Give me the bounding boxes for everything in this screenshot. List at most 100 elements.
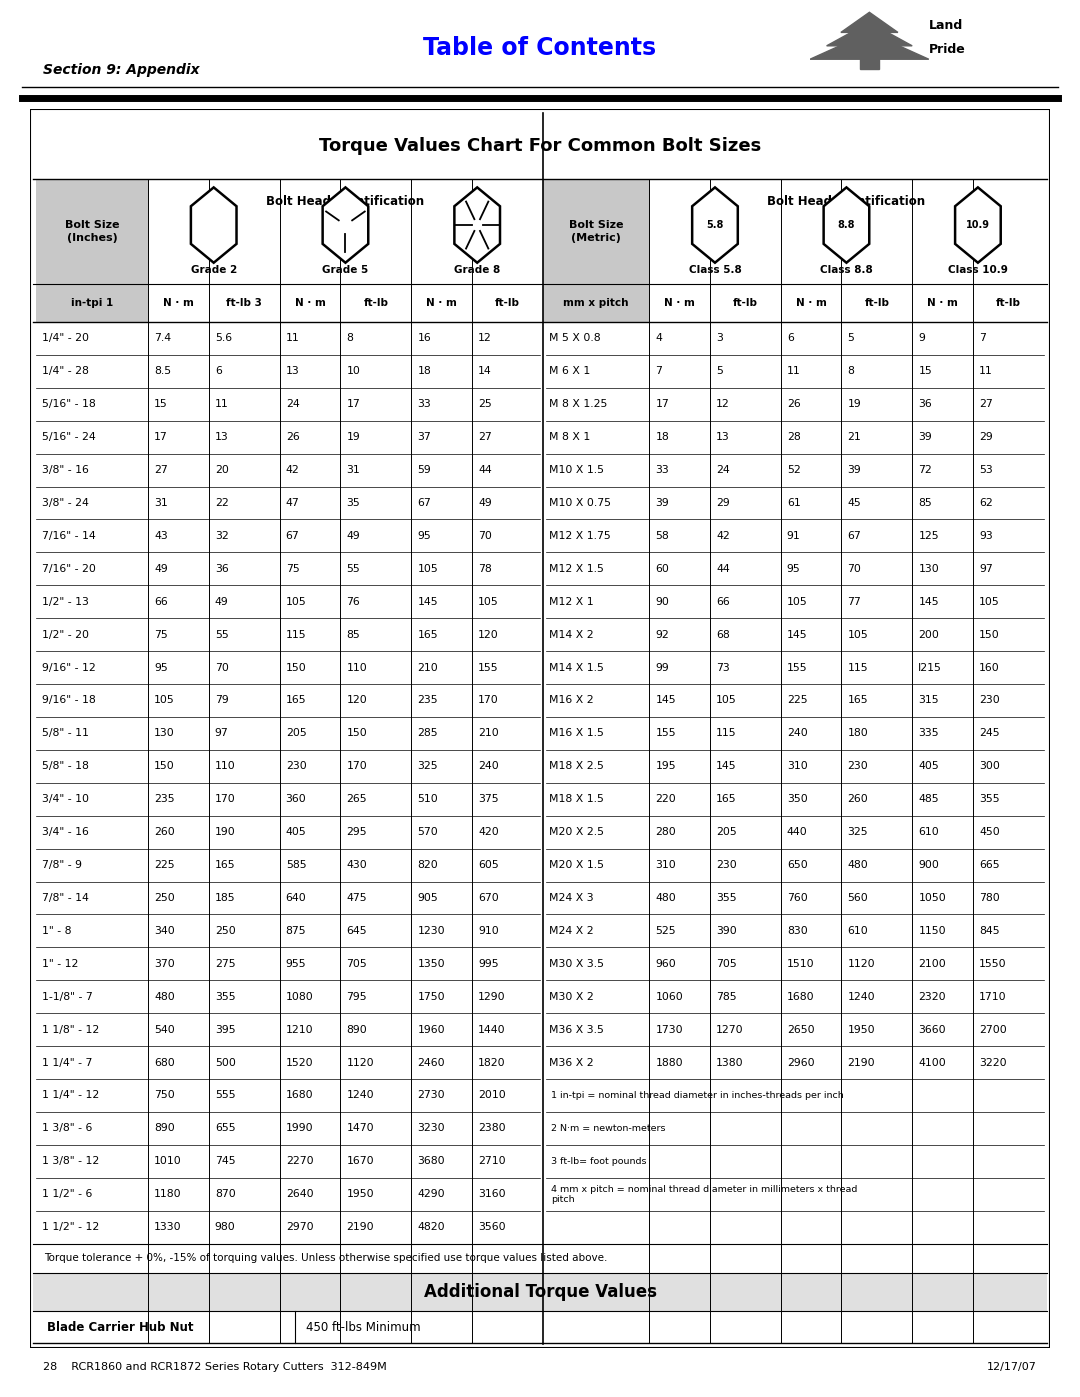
Text: M10 X 1.5: M10 X 1.5 xyxy=(549,465,604,475)
Text: Additional Torque Values: Additional Torque Values xyxy=(423,1282,657,1301)
Text: 1-1/8" - 7: 1-1/8" - 7 xyxy=(42,992,93,1002)
Text: 53: 53 xyxy=(978,465,993,475)
Text: 655: 655 xyxy=(215,1123,235,1133)
Text: 250: 250 xyxy=(154,893,175,902)
Text: 265: 265 xyxy=(347,795,367,805)
Text: 75: 75 xyxy=(286,564,299,574)
Text: 7/16" - 20: 7/16" - 20 xyxy=(42,564,96,574)
Text: 420: 420 xyxy=(478,827,499,837)
Text: 7: 7 xyxy=(978,334,986,344)
Text: 78: 78 xyxy=(478,564,492,574)
Text: 79: 79 xyxy=(215,696,229,705)
Text: 170: 170 xyxy=(478,696,499,705)
Bar xyxy=(37,179,148,321)
Text: 645: 645 xyxy=(347,926,367,936)
Text: 11: 11 xyxy=(215,400,229,409)
Text: 5/8" - 11: 5/8" - 11 xyxy=(42,728,90,739)
Text: M16 X 1.5: M16 X 1.5 xyxy=(549,728,604,739)
Text: 24: 24 xyxy=(716,465,730,475)
Text: 22: 22 xyxy=(215,497,229,509)
Text: 785: 785 xyxy=(716,992,737,1002)
Text: 18: 18 xyxy=(418,366,431,376)
Text: Class 8.8: Class 8.8 xyxy=(820,265,873,275)
Text: 1 1/4" - 12: 1 1/4" - 12 xyxy=(42,1091,99,1101)
Text: 555: 555 xyxy=(215,1091,235,1101)
Text: 905: 905 xyxy=(418,893,438,902)
Text: 210: 210 xyxy=(478,728,499,739)
Text: 1710: 1710 xyxy=(978,992,1007,1002)
Text: 165: 165 xyxy=(848,696,868,705)
Polygon shape xyxy=(692,187,738,263)
Text: 220: 220 xyxy=(656,795,676,805)
Text: 510: 510 xyxy=(418,795,438,805)
Text: I215: I215 xyxy=(918,662,942,672)
Text: 155: 155 xyxy=(478,662,499,672)
Text: 745: 745 xyxy=(215,1157,235,1166)
Text: 820: 820 xyxy=(418,861,438,870)
Text: 130: 130 xyxy=(154,728,175,739)
Text: 2970: 2970 xyxy=(286,1222,313,1232)
Text: 39: 39 xyxy=(918,432,932,441)
Text: 14: 14 xyxy=(478,366,492,376)
Text: 5/8" - 18: 5/8" - 18 xyxy=(42,761,90,771)
Text: 110: 110 xyxy=(215,761,235,771)
Text: 830: 830 xyxy=(787,926,808,936)
Text: 35: 35 xyxy=(347,497,361,509)
Text: 1120: 1120 xyxy=(848,958,875,970)
Text: 3660: 3660 xyxy=(918,1024,946,1035)
Text: Grade 5: Grade 5 xyxy=(322,265,368,275)
Text: 1820: 1820 xyxy=(478,1058,505,1067)
Text: 640: 640 xyxy=(286,893,307,902)
Text: 7/8" - 9: 7/8" - 9 xyxy=(42,861,82,870)
Text: 26: 26 xyxy=(286,432,299,441)
Text: 11: 11 xyxy=(787,366,800,376)
Text: 1510: 1510 xyxy=(787,958,814,970)
Text: ft-lb: ft-lb xyxy=(495,298,521,307)
Text: 325: 325 xyxy=(848,827,868,837)
Text: Bolt Head Identification: Bolt Head Identification xyxy=(768,194,926,208)
Text: 180: 180 xyxy=(848,728,868,739)
Text: Class 10.9: Class 10.9 xyxy=(948,265,1008,275)
Text: 1550: 1550 xyxy=(978,958,1007,970)
Text: 480: 480 xyxy=(656,893,676,902)
Text: 1470: 1470 xyxy=(347,1123,374,1133)
Text: 70: 70 xyxy=(215,662,229,672)
Text: 260: 260 xyxy=(848,795,868,805)
Text: M20 X 2.5: M20 X 2.5 xyxy=(549,827,604,837)
Text: M30 X 2: M30 X 2 xyxy=(549,992,594,1002)
Text: 205: 205 xyxy=(716,827,737,837)
Text: ft-lb: ft-lb xyxy=(733,298,758,307)
Text: 16: 16 xyxy=(418,334,431,344)
Polygon shape xyxy=(824,187,869,263)
Text: 1/4" - 28: 1/4" - 28 xyxy=(42,366,90,376)
Text: 210: 210 xyxy=(418,662,438,672)
Text: 105: 105 xyxy=(154,696,175,705)
Text: 360: 360 xyxy=(286,795,307,805)
Text: 240: 240 xyxy=(787,728,808,739)
Text: 500: 500 xyxy=(215,1058,235,1067)
Text: 39: 39 xyxy=(848,465,861,475)
Text: M14 X 1.5: M14 X 1.5 xyxy=(549,662,604,672)
Text: 440: 440 xyxy=(787,827,808,837)
Text: 170: 170 xyxy=(215,795,235,805)
Text: 12: 12 xyxy=(478,334,492,344)
Text: 13: 13 xyxy=(286,366,299,376)
Text: 610: 610 xyxy=(848,926,868,936)
Text: 310: 310 xyxy=(656,861,676,870)
Text: 450: 450 xyxy=(978,827,1000,837)
Text: 870: 870 xyxy=(215,1189,235,1199)
Text: 36: 36 xyxy=(215,564,229,574)
Text: 17: 17 xyxy=(154,432,167,441)
Text: N · m: N · m xyxy=(927,298,958,307)
Text: 3 ft-lb= foot pounds: 3 ft-lb= foot pounds xyxy=(551,1157,647,1166)
Text: 11: 11 xyxy=(978,366,993,376)
Text: 66: 66 xyxy=(154,597,167,606)
Text: N · m: N · m xyxy=(796,298,826,307)
Text: 395: 395 xyxy=(215,1024,235,1035)
Text: 1240: 1240 xyxy=(347,1091,374,1101)
Text: 75: 75 xyxy=(154,630,167,640)
Text: 105: 105 xyxy=(848,630,868,640)
Text: 155: 155 xyxy=(787,662,808,672)
Text: 99: 99 xyxy=(656,662,670,672)
Text: 4: 4 xyxy=(656,334,662,344)
